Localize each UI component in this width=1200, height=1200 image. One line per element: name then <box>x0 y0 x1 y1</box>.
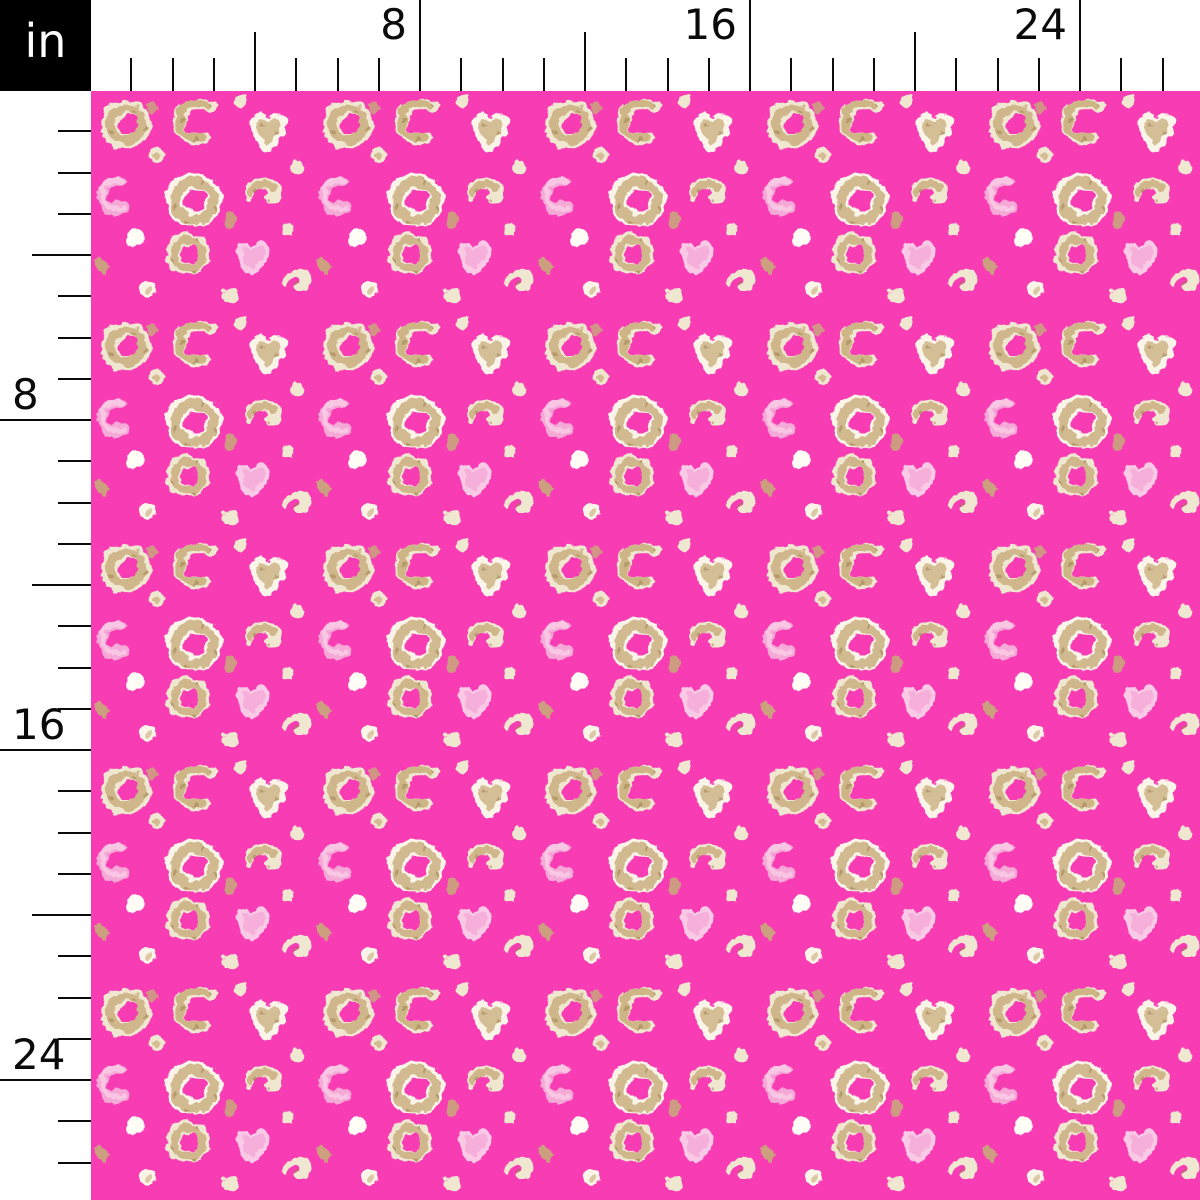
ruler-tick <box>831 58 834 91</box>
ruler-tick <box>872 58 875 91</box>
ruler-tick <box>0 1079 91 1081</box>
ruler-tick <box>501 58 504 91</box>
ruler-tick <box>58 542 91 545</box>
ruler-tick <box>58 625 91 628</box>
unit-badge: in <box>0 0 91 91</box>
leopard-pattern <box>91 91 1200 1200</box>
ruler-tick <box>749 0 751 91</box>
leopard-pattern-fill <box>91 91 1200 1200</box>
ruler-tick <box>542 58 545 91</box>
ruler-tick <box>295 58 298 91</box>
ruler-tick <box>58 212 91 215</box>
ruler-tick <box>58 955 91 958</box>
ruler-tick <box>336 58 339 91</box>
ruler-tick <box>58 1037 91 1040</box>
ruler-tick <box>0 419 91 421</box>
ruler-tick <box>32 254 91 256</box>
ruler-tick <box>584 32 586 91</box>
ruler-tick <box>460 58 463 91</box>
ruler-tick <box>58 295 91 298</box>
ruler-tick <box>32 584 91 586</box>
ruler-tick <box>254 32 256 91</box>
ruler-label: 8 <box>380 0 407 49</box>
ruler-tick <box>1161 58 1164 91</box>
ruler-label: 24 <box>12 1030 66 1079</box>
ruler-tick <box>32 914 91 916</box>
ruler-tick <box>58 996 91 999</box>
ruler-tick <box>790 58 793 91</box>
ruler-tick <box>955 58 958 91</box>
fabric-swatch <box>91 91 1200 1200</box>
ruler-tick <box>58 377 91 380</box>
vertical-ruler: 8 16 24 <box>0 0 91 1200</box>
ruler-tick <box>58 707 91 710</box>
ruler-tick <box>914 32 916 91</box>
ruler-tick <box>130 58 133 91</box>
ruler-tick <box>419 0 421 91</box>
ruler-tick <box>58 501 91 504</box>
ruler-tick <box>377 58 380 91</box>
unit-label: in <box>24 13 67 68</box>
ruler-tick <box>58 872 91 875</box>
ruler-tick <box>58 1120 91 1123</box>
ruler-tick <box>58 831 91 834</box>
ruler-tick <box>212 58 215 91</box>
ruler-tick <box>1037 58 1040 91</box>
ruler-label: 24 <box>1013 0 1067 49</box>
ruler-tick <box>58 1161 91 1164</box>
ruler-label: 16 <box>683 0 737 49</box>
ruler-tick <box>58 666 91 669</box>
ruler-tick <box>171 58 174 91</box>
ruler-tick <box>1079 0 1081 91</box>
ruler-tick <box>58 790 91 793</box>
ruler-label: 16 <box>12 700 66 749</box>
ruler-tick <box>996 58 999 91</box>
ruler-tick <box>58 130 91 133</box>
ruler-label: 8 <box>12 370 39 419</box>
ruler-tick <box>707 58 710 91</box>
ruler-tick <box>58 171 91 174</box>
ruler-tick <box>58 336 91 339</box>
ruler-tick <box>58 460 91 463</box>
ruler-tick <box>1120 58 1123 91</box>
ruler-tick <box>625 58 628 91</box>
ruler-tick <box>0 749 91 751</box>
horizontal-ruler: 8 16 24 <box>0 0 1200 91</box>
ruler-tick <box>666 58 669 91</box>
